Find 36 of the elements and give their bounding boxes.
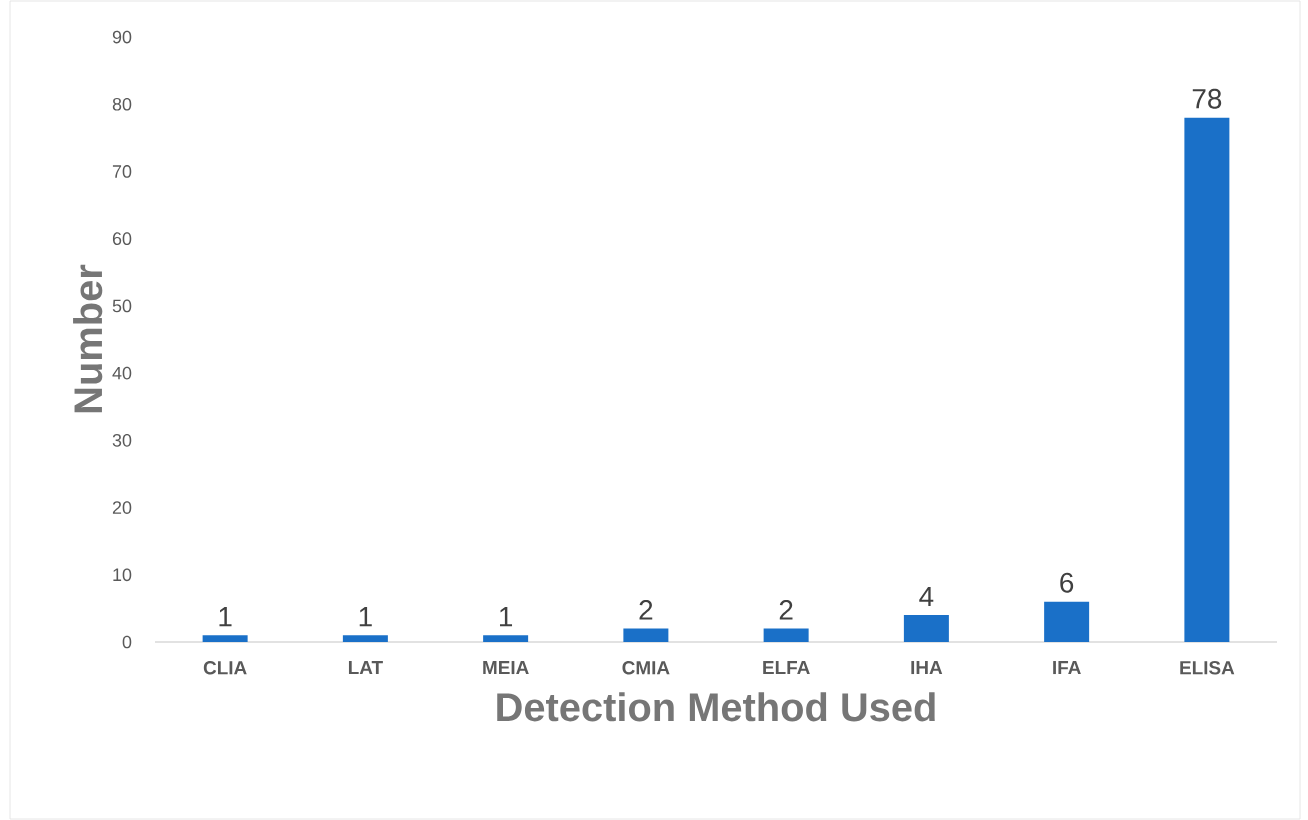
data-label: 1 xyxy=(359,607,372,627)
y-tick-label: 10 xyxy=(113,568,132,582)
bar xyxy=(483,635,529,642)
data-label: 4 xyxy=(919,586,934,607)
data-label: 2 xyxy=(639,600,653,620)
x-tick-label: CMIA xyxy=(622,661,670,675)
data-label: 1 xyxy=(499,607,513,627)
bar xyxy=(763,628,809,642)
x-tick-label: IFA xyxy=(1053,661,1081,675)
data-label: 1 xyxy=(219,607,232,627)
data-label: 6 xyxy=(1060,572,1074,593)
y-tick-label: 60 xyxy=(112,232,132,246)
y-tick-label: 80 xyxy=(112,97,132,111)
x-tick-label: LAT xyxy=(348,661,383,675)
y-tick-label: 50 xyxy=(112,299,132,313)
x-tick-label: ELISA xyxy=(1180,661,1235,675)
x-tick-label: MEIA xyxy=(483,661,529,675)
y-tick-label: 0 xyxy=(122,635,132,649)
x-axis-title: Detection Method Used xyxy=(497,692,935,722)
x-tick-label: ELFA xyxy=(763,661,810,675)
y-tick-label: 90 xyxy=(112,30,132,44)
bar xyxy=(903,615,949,642)
x-tick-label: CLIA xyxy=(203,661,247,675)
y-axis-title: Number xyxy=(73,264,103,413)
data-label: 2 xyxy=(779,600,793,620)
bar xyxy=(202,635,248,642)
y-tick-label: 30 xyxy=(112,433,132,447)
x-tick-label: IHA xyxy=(911,661,943,675)
bar xyxy=(1184,117,1230,642)
bar xyxy=(342,635,388,642)
data-label: 78 xyxy=(1192,88,1222,109)
bar xyxy=(623,628,669,642)
y-tick-label: 70 xyxy=(112,165,132,178)
y-tick-label: 20 xyxy=(112,501,132,514)
y-tick-label: 40 xyxy=(112,366,132,380)
bar xyxy=(1044,601,1090,642)
